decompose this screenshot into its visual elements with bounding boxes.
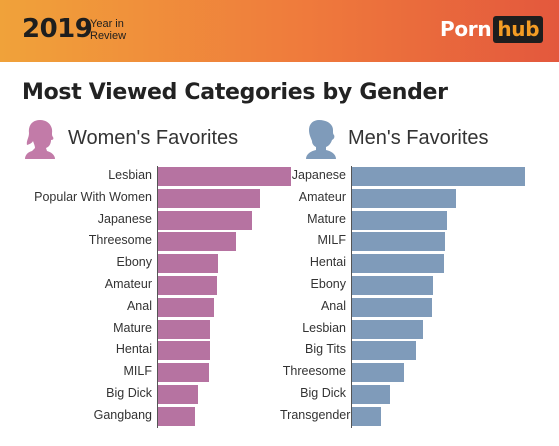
men-bar [352,341,416,361]
women-bar-row: Ebony [0,253,300,275]
men-bar [352,319,423,339]
men-category-label: Amateur [298,189,346,204]
men-category-label: Big Dick [300,386,346,400]
men-bar-row: Threesome [280,362,559,384]
women-category-label: Lesbian [108,168,152,182]
men-bar-row: Big Dick [280,384,559,406]
logo-text: Porn [440,17,492,41]
women-category-label: Anal [126,298,152,313]
logo-box-text: hub [493,16,544,43]
men-bar-row: Lesbian [280,319,559,341]
men-category-label: MILF [317,233,346,248]
women-bar [158,188,261,208]
women-bar [158,276,217,295]
women-category-label: Hentai [115,342,152,357]
year-in-review-label: Year in Review [90,18,126,42]
men-bar-row: Mature [280,210,559,232]
men-bar-row: Japanese [280,166,559,188]
men-category-label: Lesbian [302,320,346,335]
men-category-label: Mature [307,211,346,226]
year-in-review-line1: Year in [90,18,124,30]
men-bar-row: Hentai [280,253,559,275]
men-bar-row: Transgender [280,406,559,428]
men-category-label: Threesome [282,364,346,379]
women-category-label: Japanese [97,211,152,226]
women-bar [158,406,196,426]
men-bar [352,210,448,230]
page-title: Most Viewed Categories by Gender [22,80,448,105]
men-bar [352,254,444,274]
women-bar [158,254,218,274]
men-axis-line [351,166,352,428]
women-category-label: Gangbang [93,407,152,422]
men-bar [352,385,391,404]
women-category-label: Popular With Women [34,189,152,204]
men-category-label: Hentai [309,255,346,270]
women-bar-row: Threesome [0,231,300,253]
men-category-label: Transgender [280,407,351,422]
man-silhouette-icon [306,120,336,159]
women-favorites-header: Women's Favorites [22,118,239,159]
men-bar-row: Anal [280,297,559,319]
report-year: 2019 [22,14,93,44]
men-bar-row: Amateur [280,188,559,210]
women-bar [158,167,291,186]
women-bar-row: Japanese [0,210,300,232]
women-category-label: Mature [113,320,152,335]
men-bar [352,363,404,383]
women-bar-row: Popular With Women [0,188,300,210]
women-category-label: Amateur [104,277,152,291]
women-bar-row: Lesbian [0,166,300,188]
men-favorites-title: Men's Favorites [348,126,489,149]
women-bar-row: Hentai [0,340,300,362]
women-category-label: Big Dick [106,386,152,400]
women-category-label: MILF [123,364,152,379]
women-bar-row: Big Dick [0,384,300,406]
brand-logo: Porn hub [440,16,544,43]
men-bar-row: Big Tits [280,340,559,362]
men-category-label: Ebony [310,277,346,291]
women-favorites-title: Women's Favorites [68,126,239,149]
men-bar [352,188,456,208]
women-category-label: Ebony [116,255,152,270]
women-bar-row: Gangbang [0,406,300,428]
women-bar-row: Amateur [0,275,300,297]
year-in-review-line2: Review [90,30,127,42]
women-bar [158,385,198,404]
women-bar [158,210,253,230]
men-bar [352,232,446,252]
men-category-label: Anal [320,298,346,313]
men-bar-row: MILF [280,231,559,253]
men-bar-row: Ebony [280,275,559,297]
women-bar [158,232,237,252]
men-category-label: Japanese [291,168,346,182]
women-bar-row: Mature [0,319,300,341]
men-bar [352,406,382,426]
men-bar [352,297,432,317]
women-bar [158,297,214,317]
women-bar-row: MILF [0,362,300,384]
women-bar [158,341,210,361]
woman-silhouette-icon [25,120,55,159]
women-bar [158,319,210,339]
men-favorites-header: Men's Favorites [302,118,489,159]
header-banner: 2019 Year in Review Porn hub [0,0,559,62]
women-bar [158,363,209,383]
men-bar [352,167,525,186]
women-axis-line [157,166,158,428]
women-bar-row: Anal [0,297,300,319]
women-category-label: Threesome [88,233,152,248]
men-bar [352,276,434,295]
men-category-label: Big Tits [305,342,346,357]
